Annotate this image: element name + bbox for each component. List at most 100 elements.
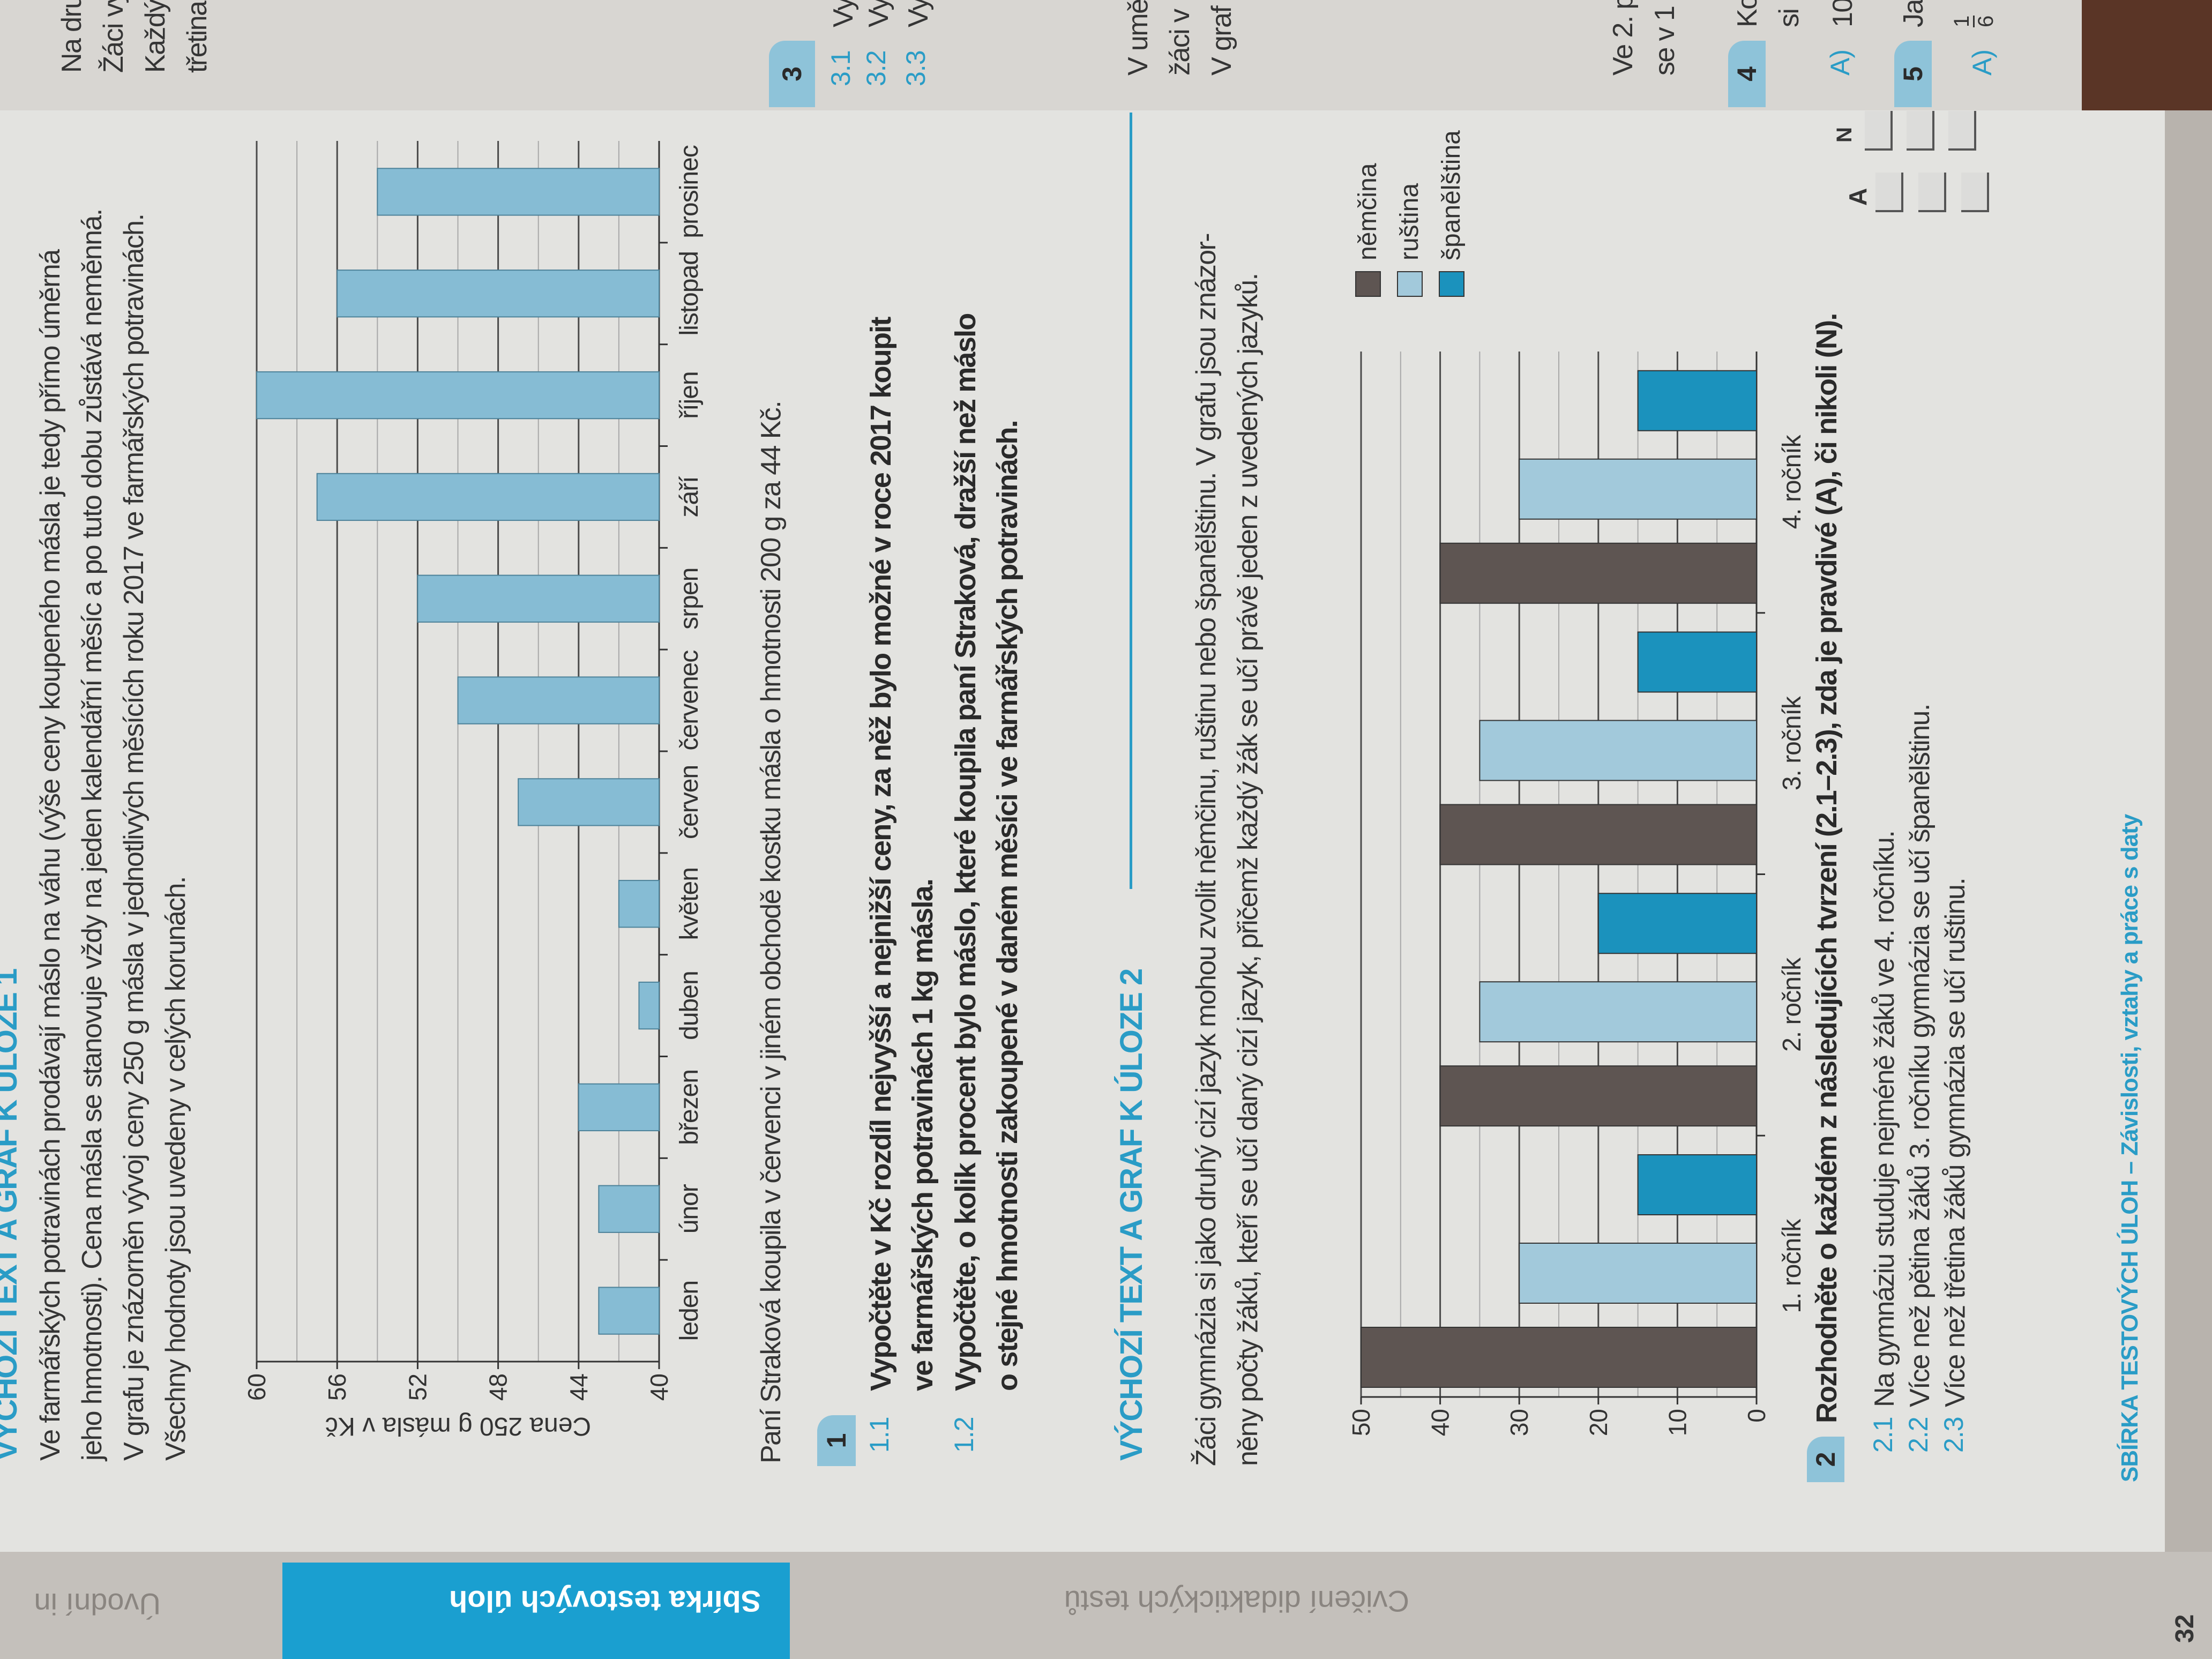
fraction-denominator: 6	[1974, 15, 1998, 27]
y-tick-label: 52	[403, 1373, 431, 1401]
task1-1-label: 1.1	[864, 1417, 894, 1453]
next-page-text-c: Ve 2. p se v 1	[1602, 0, 1686, 76]
y-axis-title: Cena 250 g másla v Kč	[325, 1412, 591, 1440]
task3-3-text: Vy	[903, 0, 934, 27]
text-line: Na dru	[56, 0, 87, 73]
section1-after-chart: Paní Straková koupila v červenci v jiném…	[756, 401, 787, 1463]
x-category-label: duben	[675, 971, 704, 1040]
answer-2-3-false-checkbox[interactable]	[1948, 111, 1976, 151]
text-line: Žáci vy	[98, 0, 129, 73]
y-tick-label: 60	[243, 1373, 271, 1401]
bar-ruština-3	[1479, 720, 1757, 781]
x-category-label: květen	[675, 868, 704, 940]
next-page-text-b: V umě žáci v V graf	[1117, 0, 1243, 76]
page-number: 32	[2171, 1614, 2199, 1643]
bar-červenec	[457, 676, 660, 724]
answer-2-3-true-checkbox[interactable]	[1961, 173, 1989, 212]
x-category-label: 2. ročník	[1778, 957, 1806, 1052]
answer-col-false-label: N	[1833, 127, 1856, 143]
text-line: se v 1	[1649, 6, 1680, 76]
x-category-label: únor	[675, 1184, 704, 1234]
x-category-label: srpen	[675, 568, 704, 630]
fraction-numerator: 1	[1950, 15, 1975, 27]
task3-1-label: 3.1	[826, 50, 856, 86]
task4-number-badge: 4	[1728, 41, 1766, 107]
x-category-label: 3. ročník	[1778, 696, 1806, 790]
legend-swatch-němčina	[1355, 271, 1381, 297]
task2-1-label: 2.1	[1868, 1417, 1898, 1453]
task5-option-label: A)	[1967, 50, 1997, 76]
bar-červen	[518, 778, 660, 826]
text-line: žáci v	[1164, 9, 1195, 76]
x-category-label: červen	[675, 765, 704, 839]
task4-text-2: si	[1774, 9, 1805, 27]
text-line: o stejné hmotnosti zakoupené v daném měs…	[991, 421, 1023, 1391]
text-line: jeho hmotnosti). Cena másla se stanovuje…	[77, 209, 108, 1461]
task2-3-label: 2.3	[1939, 1417, 1969, 1453]
section1-heading: VÝCHOZÍ TEXT A GRAF K ÚLOZE 1	[0, 969, 24, 1461]
task1-number-badge: 1	[817, 1415, 856, 1466]
task4-option-label: A)	[1825, 50, 1855, 76]
task3-3-label: 3.3	[901, 50, 931, 86]
text-line: Ve 2. p	[1608, 0, 1639, 76]
text-line: Ve farmářských potravinách prodávají más…	[35, 250, 66, 1461]
y-tick-label: 40	[1426, 1409, 1454, 1436]
bar-ruština-4	[1519, 458, 1757, 520]
bar-listopad	[337, 270, 660, 318]
x-category-label: prosinec	[675, 145, 704, 238]
text-line: Vypočtěte, o kolik procent bylo máslo, k…	[950, 313, 982, 1391]
bar-němčina-1	[1361, 1327, 1757, 1388]
text-line: něny počty žáků, kteří se učí daný cizí …	[1232, 273, 1264, 1466]
x-category-label: červenec	[675, 651, 704, 751]
bar-květen	[618, 880, 660, 928]
task2-question: Rozhodněte o každém z následujících tvrz…	[1811, 313, 1843, 1423]
text-line: Vypočtěte v Kč rozdíl nejvyšší a nejnižš…	[865, 317, 897, 1391]
bar-španělština-3	[1637, 631, 1758, 693]
legend-label: ruština	[1395, 183, 1424, 260]
x-category-label: 1. ročník	[1778, 1219, 1806, 1313]
x-category-label: březen	[675, 1070, 704, 1145]
task3-2-text: Vy	[863, 0, 894, 27]
text-line: Každý	[140, 0, 171, 73]
bar-němčina-3	[1439, 804, 1758, 865]
section2-text: Žáci gymnázia si jako druhý cizí jazyk m…	[1185, 234, 1269, 1466]
text-line: V grafu je znázorněn vývoj ceny 250 g má…	[118, 214, 150, 1461]
bar-němčina-2	[1439, 1065, 1758, 1127]
bar-leden	[598, 1287, 660, 1335]
bar-španělština-1	[1637, 1154, 1758, 1215]
bar-srpen	[417, 574, 660, 623]
task1-2-label: 1.2	[949, 1417, 979, 1453]
answer-2-2-true-checkbox[interactable]	[1918, 173, 1946, 212]
x-category-label: leden	[675, 1281, 704, 1341]
text-line: třetina	[182, 1, 213, 73]
y-tick-label: 50	[1347, 1409, 1375, 1436]
task4-text: Ko	[1732, 0, 1763, 27]
bar-duben	[638, 981, 660, 1030]
task3-2-label: 3.2	[861, 50, 891, 86]
bar-španělština-2	[1597, 893, 1758, 954]
task2-3-text: Více než třetina žáků gymnázia se učí ru…	[1940, 878, 1971, 1407]
x-category-label: listopad	[675, 251, 704, 335]
bar-říjen	[256, 371, 660, 420]
next-page-text-a: Na dru Žáci vy Každý třetina	[51, 0, 218, 73]
x-category-label: září	[675, 476, 704, 518]
task5-option-fraction: 1 6	[1950, 15, 1998, 27]
task5-number-badge: 5	[1894, 41, 1932, 107]
task5-text: Ja	[1898, 0, 1929, 27]
y-tick-label: 30	[1505, 1409, 1533, 1436]
y-tick-label: 0	[1743, 1409, 1770, 1423]
task1-2-text: Vypočtěte, o kolik procent bylo máslo, k…	[945, 314, 1028, 1391]
section1-text: Ve farmářských potravinách prodávají más…	[29, 209, 197, 1461]
legend-label: němčina	[1354, 163, 1382, 260]
task2-number-badge: 2	[1807, 1437, 1844, 1482]
legend-label: španělština	[1437, 130, 1466, 260]
legend-swatch-španělština	[1439, 271, 1464, 297]
y-tick-label: 56	[323, 1373, 351, 1401]
answer-2-2-false-checkbox[interactable]	[1907, 111, 1934, 151]
bar-ruština-2	[1479, 981, 1757, 1043]
answer-2-1-true-checkbox[interactable]	[1875, 173, 1903, 212]
bar-ruština-1	[1519, 1243, 1757, 1304]
answer-2-1-false-checkbox[interactable]	[1865, 111, 1893, 151]
